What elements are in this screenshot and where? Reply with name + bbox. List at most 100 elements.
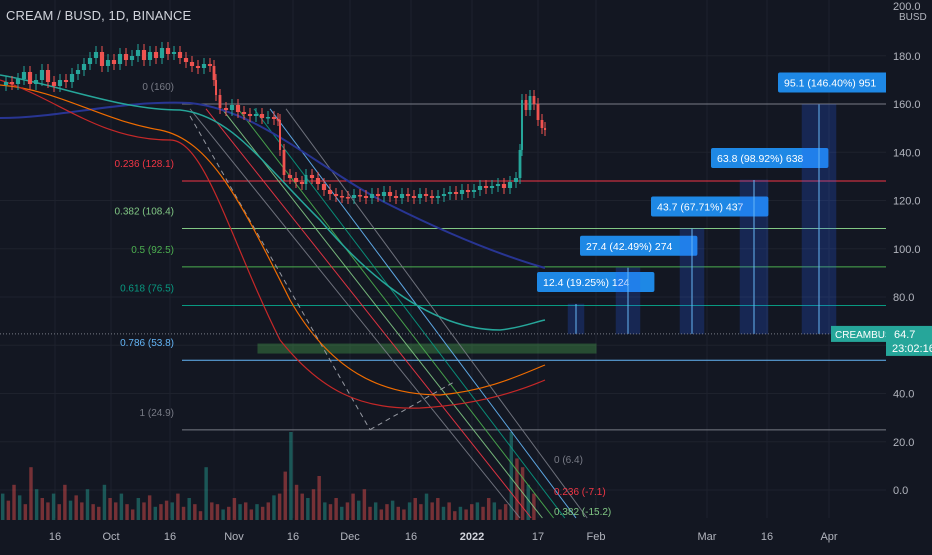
volume-bar [424,493,429,520]
x-tick-label: Nov [224,531,244,543]
candle-body [253,114,259,116]
candle-body [177,52,183,58]
x-tick-label: Feb [587,531,606,543]
y-tick-label: 140.0 [893,147,921,159]
volume-bar [80,502,84,520]
candle-body [87,58,93,64]
volume-bar [249,509,254,520]
x-tick-label: Mar [698,531,717,543]
volume-bar [520,467,525,520]
y-axis-panel [886,0,932,550]
volume-bar [300,493,304,520]
candle-body [532,96,536,104]
volume-bar [40,498,44,520]
volume-bar [407,502,412,520]
candle-body [147,52,153,60]
volume-bar [68,500,73,520]
target-label-box [711,147,829,168]
volume-bar [396,506,400,520]
fib-channel-line [189,108,521,519]
symbol-legend[interactable]: CREAM / BUSD, 1D, BINANCE [6,8,192,23]
x-tick-label: 16 [405,531,417,543]
candle-body [117,54,123,64]
fib-channel-line [269,108,577,519]
candle-body [215,80,217,95]
candle-body [123,54,129,60]
candle-body [235,105,241,112]
candle-body [241,112,247,114]
volume-bar [334,498,338,520]
candle-body [159,48,165,58]
fib-level-label: 0.618 (76.5) [120,283,174,294]
volume-bar [119,493,124,520]
candle-body [51,82,57,86]
trend-dashed-line [369,381,456,431]
volume-bar [351,493,355,520]
candle-body [528,96,532,110]
candle-body [321,184,327,190]
candle-body [63,80,69,82]
candle-body [171,52,177,54]
volume-bar [283,471,287,520]
candle-body [345,197,351,199]
candle-body [282,150,286,175]
candle-body [93,52,99,58]
candle-body [369,194,375,198]
volume-bar [498,509,502,520]
candle-body [521,100,523,150]
candle-body [207,64,213,66]
candle-body [279,120,281,150]
volume-bar [453,511,457,520]
volume-bar [413,498,417,520]
volume-bar [243,502,248,520]
x-axis-panel [0,522,932,550]
candle-body [212,66,216,80]
volume-bar [458,506,463,520]
target-label: 63.8 (98.92%) 638 [717,153,804,165]
volume-bar [102,484,107,520]
target-label-box [580,235,698,256]
candle-body [387,192,393,196]
candle-body [327,190,333,194]
volume-bar [317,476,321,520]
volume-bar [12,484,16,520]
candle-body [229,105,235,110]
candle-body [287,175,293,178]
candle-body [105,60,111,66]
candle-body [165,48,171,54]
volume-bar [193,504,197,520]
candle-body [259,114,265,118]
volume-bar [277,493,282,520]
candle-body [423,194,429,196]
candle-body [33,80,39,84]
volume-bar [515,458,519,520]
candle-body [477,186,483,190]
candle-body [135,50,141,56]
candle-body [375,194,381,196]
target-label: 12.4 (19.25%) 124 [543,277,630,289]
volume-bar [46,502,50,520]
candle-body [435,196,441,198]
target-label: 27.4 (42.49%) 274 [586,241,673,253]
volume-bar [130,509,135,520]
volume-bar [385,504,389,520]
candle-body [141,50,147,60]
candle-body [27,72,33,84]
candle-body [447,192,453,194]
candle-body [21,72,27,79]
volume-bar [227,506,231,520]
volume-bar [486,498,491,520]
candle-body [81,64,87,70]
volume-bar [153,506,158,520]
ma-100-line [0,74,546,331]
candle-body [417,194,423,198]
volume-bar [204,467,208,520]
volume-bar [475,502,480,520]
fib-level-label: 0.786 (53.8) [120,338,174,349]
fib-level-label: 0 (160) [142,82,174,93]
volume-bar [294,484,299,520]
volume-bar [464,509,468,520]
volume-bar [34,489,39,520]
